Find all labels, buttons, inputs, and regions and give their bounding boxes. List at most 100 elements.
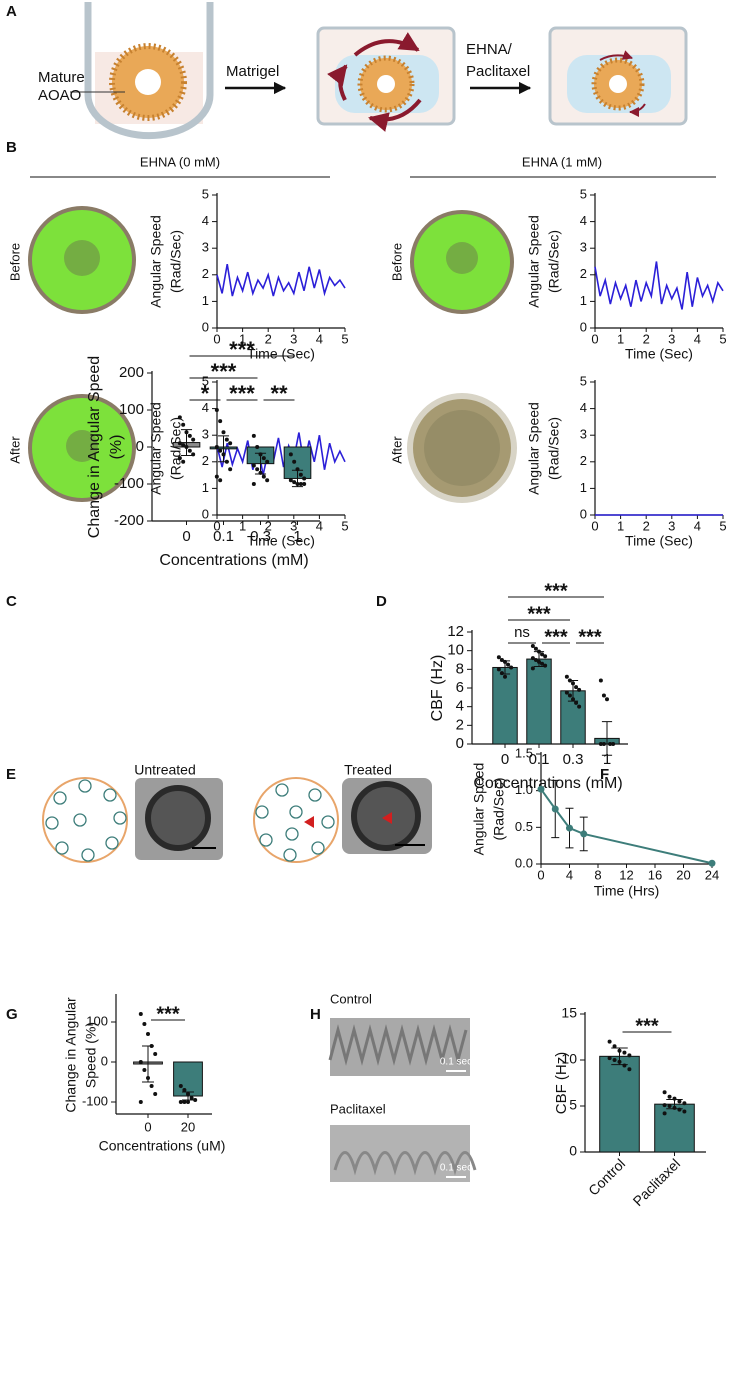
row-label: After xyxy=(7,436,22,464)
data-point xyxy=(153,1052,158,1056)
organoid-label: Mature xyxy=(38,69,85,86)
y-tick-label: 3 xyxy=(580,240,587,255)
y-tick-label: 4 xyxy=(456,698,464,715)
row-label: Before xyxy=(7,243,22,281)
x-tick-label: Control xyxy=(585,1155,628,1198)
x-tick-label: 5 xyxy=(341,331,348,346)
y-axis-label: Angular Speed xyxy=(526,215,542,308)
y-axis-label: CBF (Hz) xyxy=(429,655,446,722)
marker-triangle xyxy=(382,812,392,824)
significance-label: * xyxy=(201,381,210,406)
data-point xyxy=(265,478,270,483)
data-point xyxy=(496,667,501,672)
significance-label: *** xyxy=(229,337,255,362)
panel-label: C xyxy=(6,593,17,610)
scale-label: 0.1 sec xyxy=(440,1163,472,1174)
panel-label: F xyxy=(600,766,609,783)
error-bar xyxy=(611,1047,628,1066)
organoid-center xyxy=(66,430,98,462)
y-tick-label: -100 xyxy=(82,1093,108,1108)
data-point xyxy=(181,443,186,448)
panel-label: D xyxy=(376,593,387,610)
data-point xyxy=(302,476,307,481)
data-point xyxy=(506,662,511,667)
data-point xyxy=(214,445,219,449)
data-point xyxy=(682,1109,687,1114)
data-point xyxy=(149,1084,154,1088)
data-point xyxy=(177,415,182,420)
data-point xyxy=(662,1103,667,1108)
data-point xyxy=(601,693,606,698)
y-axis-label: Angular Speed xyxy=(526,402,542,495)
x-tick-label: 0 xyxy=(591,518,598,533)
significance-label: *** xyxy=(544,580,568,602)
x-axis-label: Time (Sec) xyxy=(625,346,693,362)
bar xyxy=(492,666,518,745)
data-point xyxy=(138,1100,143,1104)
y-axis-label: (%) xyxy=(108,435,125,460)
data-point xyxy=(682,1101,687,1106)
x-axis-label: Concentrations (uM) xyxy=(99,1138,226,1154)
x-tick-label: 3 xyxy=(290,518,297,533)
y-tick-label: 4 xyxy=(202,213,209,228)
data-point xyxy=(530,644,535,648)
data-point xyxy=(503,674,507,679)
bar xyxy=(599,1055,640,1153)
y-tick-label: -200 xyxy=(114,512,144,529)
data-point xyxy=(567,693,572,698)
data-point xyxy=(186,1100,190,1104)
data-point xyxy=(182,1088,187,1092)
doublets xyxy=(255,783,335,862)
data-point xyxy=(292,459,297,464)
error-bar xyxy=(533,651,545,668)
error-bar xyxy=(567,680,579,702)
bar xyxy=(654,1103,695,1153)
data-point xyxy=(193,1098,198,1102)
x-tick-label: 1 xyxy=(603,751,611,768)
error-bar xyxy=(180,429,193,457)
error-bar xyxy=(142,1045,154,1083)
lumen xyxy=(377,75,395,93)
data-point xyxy=(543,663,548,668)
significance-label: *** xyxy=(544,626,568,648)
data-point xyxy=(177,456,182,461)
x-tick-label: 1 xyxy=(617,331,624,346)
data-point xyxy=(298,482,303,486)
data-point xyxy=(187,448,192,453)
x-tick-label: 2 xyxy=(643,331,650,346)
significance-label: *** xyxy=(156,1003,180,1025)
y-tick-label: 0 xyxy=(580,506,587,521)
x-tick-label: 0 xyxy=(591,331,598,346)
bar xyxy=(173,1061,203,1097)
y-tick-label: 1 xyxy=(580,480,587,495)
y-tick-label: 1.0 xyxy=(515,782,533,797)
group-header: EHNA (1 mM) xyxy=(522,154,602,169)
data-point xyxy=(187,433,192,438)
data-point xyxy=(564,674,569,679)
y-tick-label: 6 xyxy=(456,679,464,696)
data-point xyxy=(182,1100,187,1104)
organoid-label: AOAO xyxy=(38,87,81,104)
significance-label: *** xyxy=(635,1015,659,1037)
data-point xyxy=(138,1060,143,1064)
data-point xyxy=(667,1094,672,1099)
x-tick-label: 4 xyxy=(566,867,573,882)
data-point xyxy=(178,1100,183,1104)
error-bar xyxy=(499,660,511,675)
data-point xyxy=(142,1022,147,1026)
y-tick-label: 0 xyxy=(101,1053,108,1068)
rotation-arrow xyxy=(327,64,348,101)
x-tick-label: 3 xyxy=(668,331,675,346)
x-tick-label: 4 xyxy=(694,518,701,533)
x-tick-label: 2 xyxy=(265,331,272,346)
step-label: Paclitaxel xyxy=(466,63,530,80)
data-point xyxy=(530,666,535,671)
data-point xyxy=(662,1090,667,1095)
tube xyxy=(84,2,214,140)
x-tick-label: 0 xyxy=(144,1119,151,1134)
data-point xyxy=(181,459,186,464)
y-tick-label: 1 xyxy=(202,293,209,308)
y-tick-label: 100 xyxy=(86,1013,108,1028)
data-point xyxy=(598,678,603,683)
y-tick-label: 1.5 xyxy=(515,745,533,760)
